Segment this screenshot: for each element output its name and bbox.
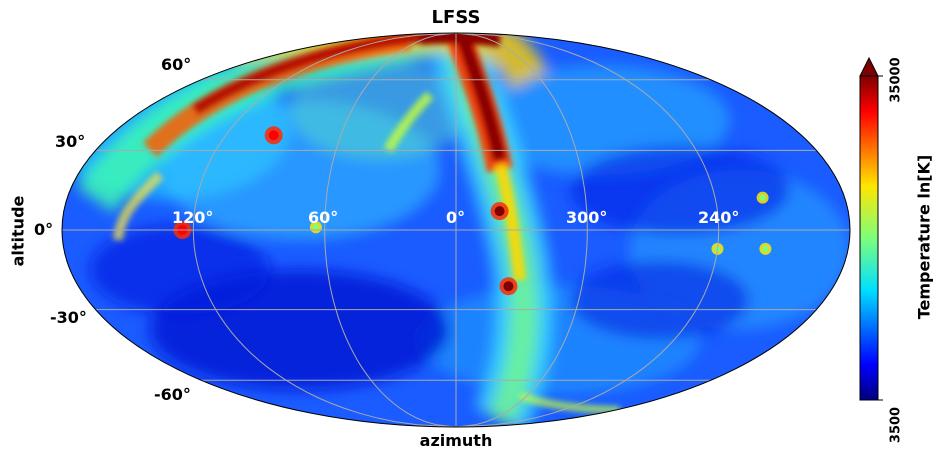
y-axis-label: altitude: [8, 195, 28, 267]
latitude-label-neg30: -30°: [50, 308, 87, 327]
hotspot-core: [503, 281, 514, 292]
map-outline: [61, 32, 851, 428]
meridian-line: [455, 32, 720, 428]
longitude-label-60: 60°: [308, 208, 339, 227]
colorbar-max-label: 35000: [888, 57, 904, 103]
latitude-label-60: 60°: [161, 55, 192, 74]
graticule: [62, 32, 850, 428]
longitude-label-300: 300°: [566, 208, 608, 227]
meridian-line: [455, 32, 588, 428]
map-title: LFSS: [431, 7, 481, 28]
hotspot-core: [268, 130, 279, 141]
latitude-label-0: 0°: [34, 220, 54, 239]
longitude-label-120: 120°: [172, 208, 214, 227]
meridian-line: [192, 32, 457, 428]
colorbar: [859, 56, 883, 401]
latitude-label-30: 30°: [55, 132, 86, 151]
meridian-line: [324, 32, 457, 428]
colorbar-gradient: [859, 75, 879, 401]
hotspot-core: [494, 206, 505, 217]
colorbar-title: Temperature ln[K]: [914, 154, 934, 320]
longitude-label-0: 0°: [446, 208, 466, 227]
hotspot-core: [759, 194, 766, 201]
longitude-label-240: 240°: [698, 208, 740, 227]
hotspot-core: [312, 224, 319, 231]
latitude-label-neg60: -60°: [154, 385, 191, 404]
x-axis-label: azimuth: [419, 431, 493, 450]
colorbar-extend-arrow: [859, 56, 879, 77]
hotspot-core: [762, 245, 769, 252]
colorbar-min-label: 3500: [888, 406, 904, 444]
